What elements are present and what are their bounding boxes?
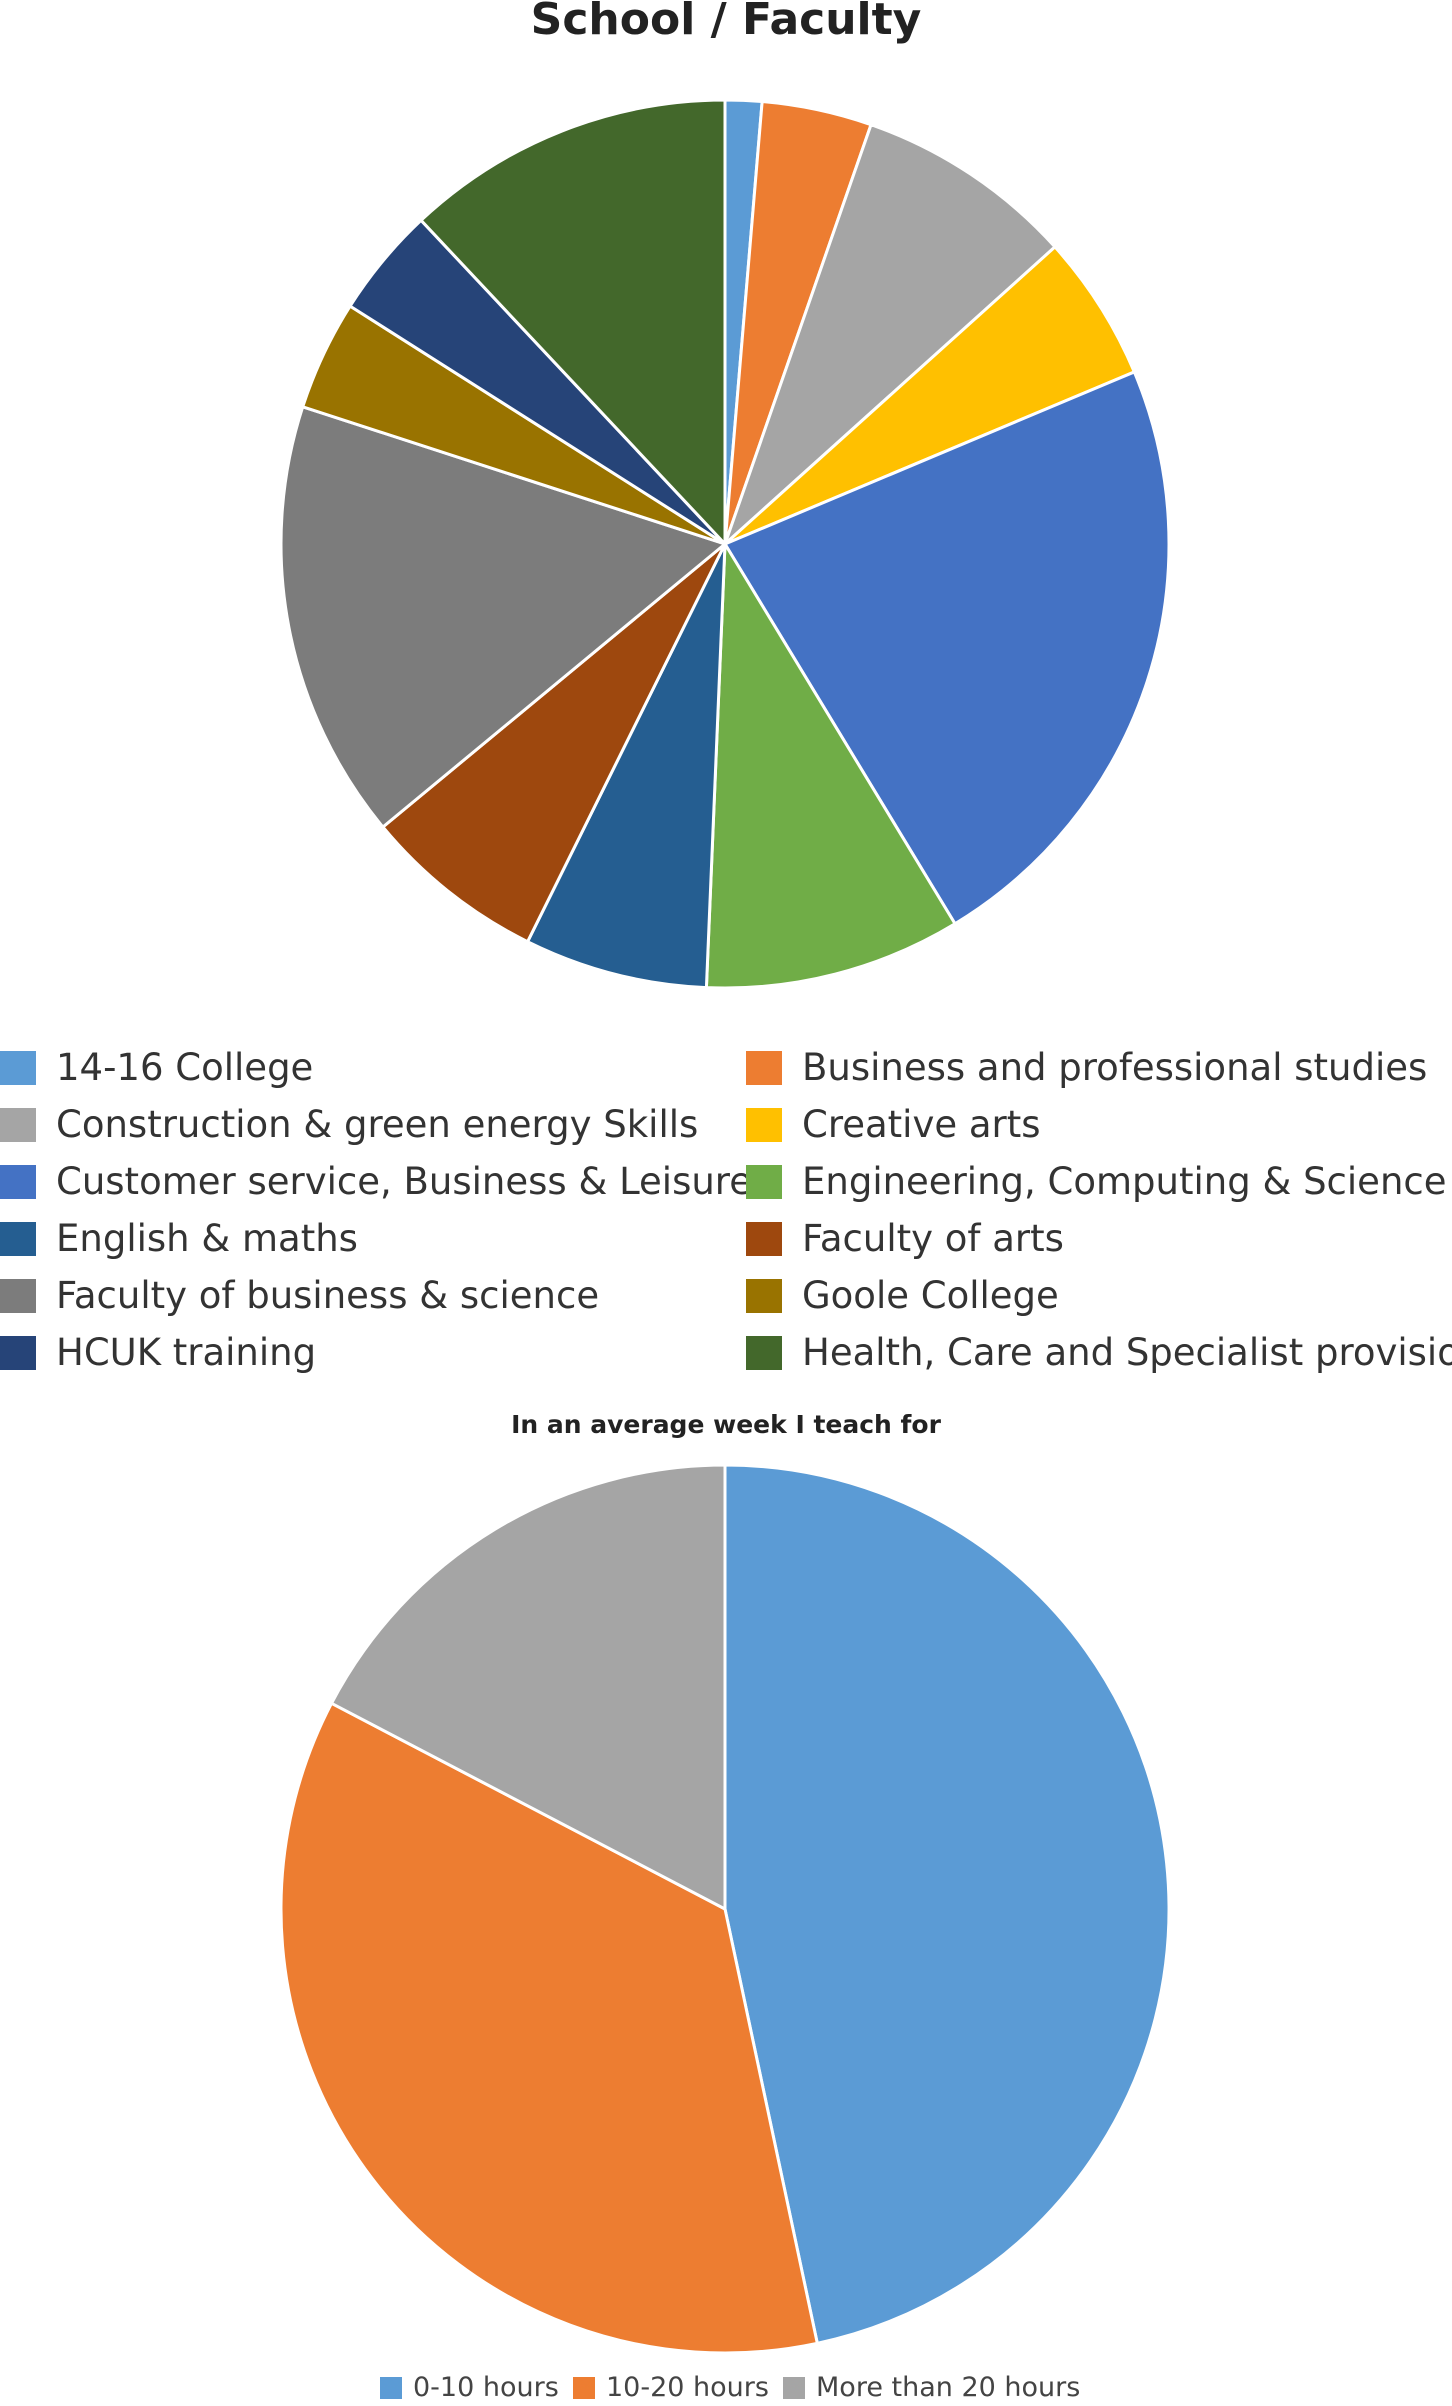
school-legend-item: Construction & green energy Skills	[0, 1103, 698, 1146]
chart-title-teaching-hours: In an average week I teach for	[511, 1410, 941, 1439]
legend-swatch	[380, 2376, 402, 2399]
school-slice-creative-arts	[723, 244, 1137, 546]
legend-swatch	[0, 1221, 36, 1256]
legend-swatch	[0, 1335, 36, 1370]
school-legend-item: English & maths	[0, 1217, 358, 1260]
legend-label: Customer service, Business & Leisure	[56, 1160, 752, 1203]
legend-label: Engineering, Computing & Science	[802, 1160, 1447, 1203]
school-legend-item: Goole College	[746, 1274, 1059, 1317]
school-legend-item: Engineering, Computing & Science	[746, 1160, 1447, 1203]
hours-slice-more-than-20-hours	[329, 1463, 727, 1912]
school-legend-item: Health, Care and Specialist provision	[746, 1331, 1452, 1374]
legend-swatch	[0, 1050, 36, 1085]
legend-label: Construction & green energy Skills	[56, 1103, 699, 1146]
school-legend-item: Customer service, Business & Leisure	[0, 1160, 752, 1203]
school-legend-item: Business and professional studies	[746, 1046, 1427, 1089]
school-legend-item: HCUK training	[0, 1331, 316, 1374]
legend-swatch	[746, 1107, 782, 1142]
pie-chart-school-faculty	[279, 98, 1171, 990]
school-legend-item: Faculty of arts	[746, 1217, 1064, 1260]
legend-swatch	[746, 1335, 782, 1370]
school-legend-item: Creative arts	[746, 1103, 1041, 1146]
hours-slice-10-20-hours	[279, 1701, 820, 2355]
legend-label: Faculty of arts	[802, 1217, 1064, 1260]
legend-label: English & maths	[56, 1217, 358, 1260]
legend-swatch	[783, 2376, 805, 2399]
school-slice-health-care-and-specialist-provision	[418, 98, 727, 548]
school-slice-construction-green-energy-skills	[723, 122, 1058, 546]
legend-swatch	[746, 1278, 782, 1313]
legend-swatch	[746, 1050, 782, 1085]
legend-swatch	[573, 2376, 595, 2399]
legend-label: Business and professional studies	[802, 1046, 1428, 1089]
legend-label: More than 20 hours	[816, 2372, 1081, 2403]
legend-swatch	[746, 1221, 782, 1256]
legend-label: 10-20 hours	[606, 2372, 769, 2403]
school-slice-engineering-computing-science	[704, 538, 958, 990]
hours-legend-item: More than 20 hours	[783, 2372, 1080, 2403]
chart-title-school-faculty: School / Faculty	[530, 0, 922, 45]
school-legend-item: 14-16 College	[0, 1046, 313, 1089]
legend-label: 14-16 College	[56, 1046, 314, 1089]
legend-label: 0-10 hours	[413, 2372, 559, 2403]
hours-legend-item: 10-20 hours	[573, 2372, 769, 2403]
legend-label: Faculty of business & science	[56, 1274, 600, 1317]
school-slice-english-maths	[525, 543, 727, 990]
pie-chart-teaching-hours	[279, 1463, 1171, 2355]
legend-label: Goole College	[802, 1274, 1059, 1317]
school-slice-faculty-of-arts	[380, 542, 727, 944]
legend-swatch	[746, 1164, 782, 1199]
legend-label: Health, Care and Specialist provision	[802, 1331, 1452, 1374]
legend-label: HCUK training	[56, 1331, 317, 1374]
legend-swatch	[0, 1278, 36, 1313]
legend-swatch	[0, 1107, 36, 1142]
school-slice-customer-service-business-leisure	[722, 369, 1171, 926]
hours-legend-item: 0-10 hours	[380, 2372, 559, 2403]
legend-swatch	[0, 1164, 36, 1199]
hours-slice-0-10-hours	[723, 1463, 1171, 2346]
school-slice-faculty-of-business-science	[279, 404, 729, 830]
legend-label: Creative arts	[802, 1103, 1041, 1146]
school-legend-item: Faculty of business & science	[0, 1274, 599, 1317]
